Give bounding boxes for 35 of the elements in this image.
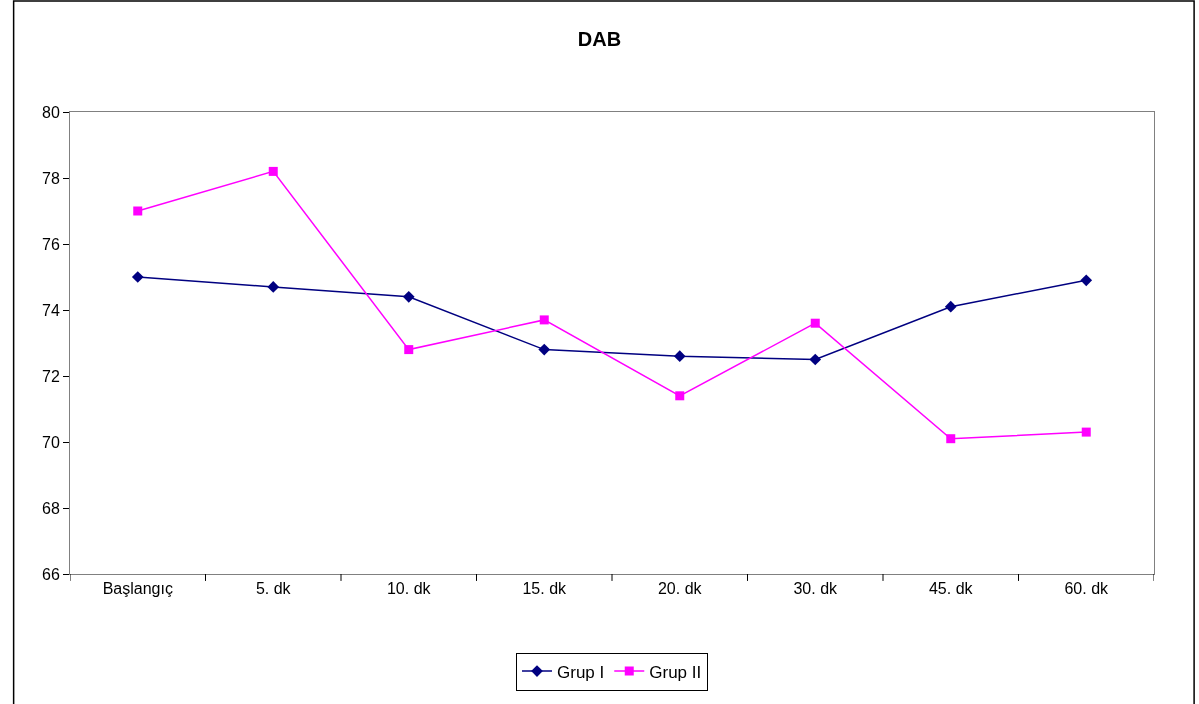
point [809,353,822,366]
x-tick-label: 15. dk [522,580,568,598]
point [402,290,415,303]
y-tick-label: 66 [42,565,60,583]
legend-label: Grup II [649,662,702,682]
point [133,206,143,216]
y-tick-label: 80 [42,103,60,121]
y-tick-label: 72 [42,367,60,385]
point [675,391,685,401]
x-tick-label: 20. dk [657,580,703,598]
y-tick-label: 76 [42,235,60,253]
point [538,343,551,356]
point [1080,274,1093,287]
x-tick-label: 10. dk [386,580,432,598]
point [539,315,549,325]
x-tick-label: 5. dk [255,580,292,598]
y-tick-label: 74 [42,301,60,319]
point [946,434,956,444]
y-tick-label: 68 [42,499,60,517]
y-tick-label: 70 [42,433,60,451]
point [944,300,957,313]
legend-label: Grup I [557,662,605,682]
point [267,281,280,293]
chart-title: DAB [577,27,622,50]
point [1081,427,1091,437]
point [404,345,414,355]
point [268,166,278,176]
x-tick-label: 30. dk [793,580,839,598]
x-tick-label: 60. dk [1064,580,1110,598]
y-tick-label: 78 [42,169,60,187]
x-tick-label: Başlangıç [102,580,173,598]
point [673,350,686,363]
point [810,318,820,328]
x-tick-label: 45. dk [928,580,974,598]
point [131,271,144,283]
